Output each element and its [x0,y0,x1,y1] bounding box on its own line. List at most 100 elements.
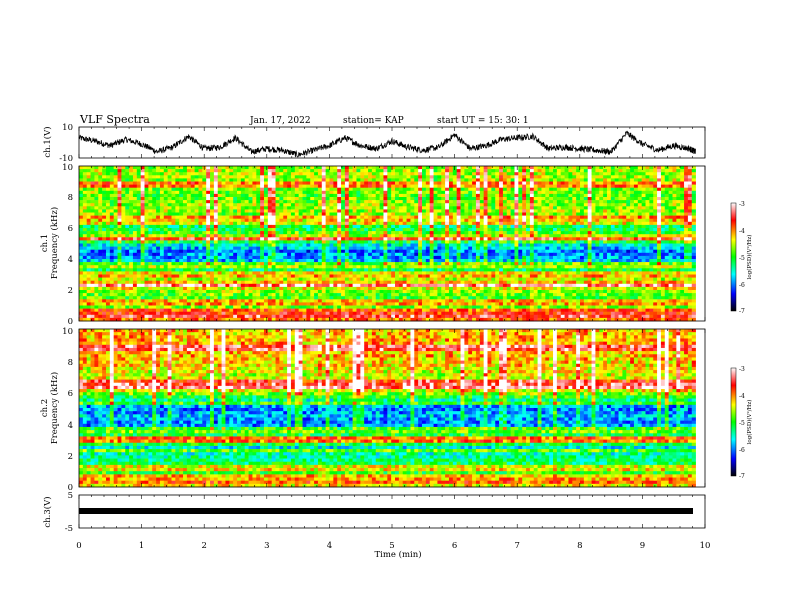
spectrogram-cell [664,178,669,182]
spectrogram-cell [202,249,207,254]
spectrogram-cell [452,215,457,219]
spectrogram-cell [290,206,296,210]
spectrogram-cell [518,193,523,198]
spectrogram-cell [479,212,484,216]
spectrogram-cell [221,243,226,247]
spectrogram-cell [610,255,615,260]
spectrogram-cell [248,169,253,173]
spectrogram-cell [371,172,377,176]
spectrogram-cell [86,246,91,250]
spectrogram-cell [310,184,315,188]
spectrogram-cell [368,200,373,204]
spectrogram-cell [364,246,369,250]
spectrogram-cell [564,197,569,201]
spectrogram-cell [186,187,192,192]
spectrogram-cell [121,231,126,235]
spectrogram-cell [441,231,446,235]
spectrogram-cell [248,184,253,188]
spectrogram-cell [425,218,430,223]
spectrogram-cell [86,206,91,210]
spectrogram-cell [572,228,577,232]
spectrogram-cell [556,215,562,219]
spectrogram-cell [98,231,103,235]
spectrogram-cell [229,187,234,192]
spectrogram-cell [545,181,550,185]
spectrogram-cell [252,218,257,223]
spectrogram-cell [418,184,423,188]
spectrogram-cell [159,169,165,173]
spectrogram-cell [82,246,87,250]
spectrogram-cell [468,237,473,241]
spectrogram-cell [479,203,484,207]
spectrogram-cell [637,197,642,201]
spectrogram-cell [263,252,269,257]
spectrogram-cell [275,231,280,235]
spectrogram-cell [244,209,249,213]
spectrogram-cell [98,169,103,173]
spectrogram-cell [364,212,369,216]
spectrogram-cell [125,228,130,232]
spectrogram-cell [414,234,419,238]
spectrogram-cell [556,237,562,241]
spectrogram-cell [225,184,230,188]
spectrogram-cell [414,231,419,235]
spectrogram-cell [445,252,450,257]
spectrogram-cell [418,243,423,247]
spectrogram-cell [475,187,481,192]
spectrogram-cell [306,187,311,192]
spectrogram-cell [105,169,111,173]
spectrogram-cell [129,166,134,170]
spectrogram-cell [90,169,95,173]
spectrogram-cell [680,237,685,241]
spectrogram-cell [321,237,326,241]
spectrogram-cell [290,169,296,173]
spectrogram-cell [233,231,238,235]
spectrogram-cell [622,172,627,176]
spectrogram-cell [163,218,168,223]
spectrogram-cell [113,224,118,229]
spectrogram-cell [109,190,114,195]
spectrogram-cell [568,197,573,201]
spectrogram-cell [333,246,338,250]
spectrogram-cell [472,224,477,229]
spectrogram-cell [499,252,504,257]
spectrogram-cell [545,259,550,263]
spectrogram-cell [344,252,350,257]
spectrogram-cell [263,221,269,226]
spectrogram-cell [341,197,346,201]
spectrogram-cell [464,249,469,254]
spectrogram-cell [233,228,238,232]
spectrogram-cell [529,252,535,257]
spectrogram-cell [159,252,165,257]
spectrogram-cell [433,252,438,257]
spectrogram-cell [433,224,438,229]
spectrogram-cell [109,197,114,201]
spectrogram-cell [321,259,326,263]
spectrogram-cell [556,190,562,195]
spectrogram-cell [425,166,430,170]
spectrogram-cell [213,169,219,173]
spectrogram-cell [641,231,646,235]
spectrogram-cell [421,255,427,260]
spectrogram-cell [310,215,315,219]
spectrogram-cell [306,240,311,244]
spectrogram-cell [514,237,519,241]
spectrogram-cell [676,172,681,176]
spectrogram-cell [568,243,573,247]
spectrogram-cell [144,218,149,223]
spectrogram-cell [225,175,230,179]
spectrogram-cell [125,197,130,201]
spectrogram-cell [229,255,234,260]
spectrogram-cell [356,218,361,223]
spectrogram-cell [183,166,188,170]
spectrogram-cell [545,224,550,229]
spectrogram-cell [410,187,415,192]
spectrogram-cell [633,169,639,173]
spectrogram-cell [152,255,157,260]
spectrogram-cell [491,184,496,188]
spectrogram-cell [506,193,511,198]
spectrogram-cell [117,249,122,254]
spectrogram-cell [90,197,95,201]
spectrogram-cell [464,172,469,176]
spectrogram-cell [321,255,326,260]
